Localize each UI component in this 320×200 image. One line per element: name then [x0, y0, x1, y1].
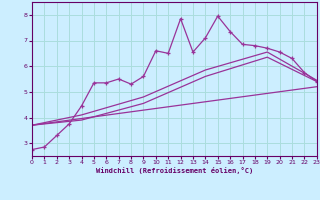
X-axis label: Windchill (Refroidissement éolien,°C): Windchill (Refroidissement éolien,°C): [96, 167, 253, 174]
